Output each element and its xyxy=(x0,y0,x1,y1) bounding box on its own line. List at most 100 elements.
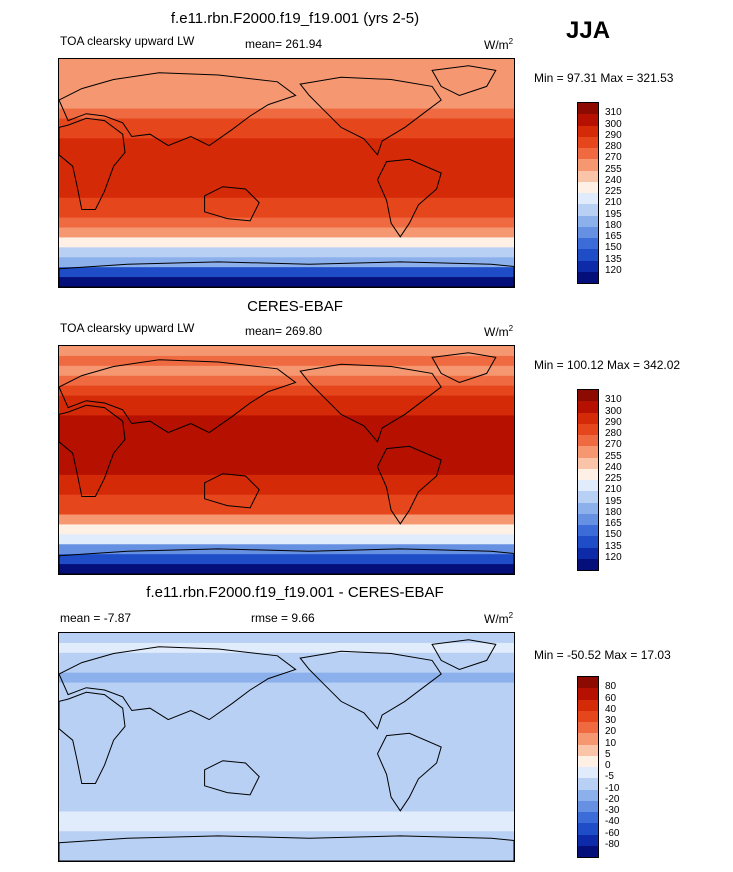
coastline xyxy=(376,732,442,812)
colorbar-cell xyxy=(578,148,598,160)
latitude-band xyxy=(59,771,514,783)
colorbar xyxy=(577,676,599,858)
coastline xyxy=(59,261,514,287)
latitude-band xyxy=(59,682,514,693)
latitude-band xyxy=(59,138,514,149)
units-base: W/m xyxy=(484,38,509,52)
latitude-band xyxy=(59,59,514,70)
variable-label: TOA clearsky upward LW xyxy=(60,34,195,48)
colorbar xyxy=(577,102,599,284)
colorbar-tick-label: 280 xyxy=(605,141,622,152)
colorbar-cell xyxy=(578,136,598,148)
latitude-band xyxy=(59,851,514,861)
colorbar-cell xyxy=(578,390,598,402)
latitude-band xyxy=(59,445,514,456)
latitude-band xyxy=(59,791,514,803)
coastline xyxy=(204,473,260,509)
units-label: W/m2 xyxy=(484,37,513,52)
latitude-band xyxy=(59,68,514,80)
colorbar-tick-label: 310 xyxy=(605,394,622,406)
latitude-band xyxy=(59,237,514,248)
colorbar-cell xyxy=(578,778,598,790)
latitude-band xyxy=(59,801,514,812)
colorbar-tick-label: 255 xyxy=(605,163,622,175)
colorbar-tick-label: 210 xyxy=(605,484,622,496)
units-base: W/m xyxy=(484,612,509,626)
latitude-band xyxy=(59,88,514,100)
colorbar-tick-label: -10 xyxy=(605,782,620,794)
latitude-band xyxy=(59,633,514,644)
latitude-band xyxy=(59,742,514,753)
colorbar-tick-label: 135 xyxy=(605,540,622,552)
map-svg xyxy=(59,633,514,861)
latitude-band xyxy=(59,672,514,684)
coastline xyxy=(59,548,514,574)
colorbar-cell xyxy=(578,834,598,846)
colorbar-cell xyxy=(578,193,598,205)
latitude-band xyxy=(59,464,514,476)
colorbar-tick-label: 300 xyxy=(605,118,622,130)
colorbar-cell xyxy=(578,823,598,835)
latitude-band xyxy=(59,148,514,159)
colorbar-tick-label: -5 xyxy=(605,771,614,783)
colorbar-cell xyxy=(578,502,598,514)
colorbar-cell xyxy=(578,446,598,458)
rmse-label: rmse = 9.66 xyxy=(251,611,315,625)
latitude-band xyxy=(59,187,514,199)
latitude-band xyxy=(59,831,514,842)
coastline xyxy=(59,117,126,210)
colorbar-cell xyxy=(578,525,598,537)
units-base: W/m xyxy=(484,325,509,339)
colorbar-cell xyxy=(578,755,598,767)
colorbar-cell xyxy=(578,215,598,227)
latitude-band xyxy=(59,544,514,555)
units-exponent: 2 xyxy=(508,37,514,46)
colorbar-cell xyxy=(578,789,598,801)
map-plot xyxy=(58,345,515,575)
latitude-band xyxy=(59,474,514,486)
latitude-band xyxy=(59,405,514,416)
coastline xyxy=(59,691,126,784)
latitude-band xyxy=(59,257,514,268)
latitude-band xyxy=(59,524,514,535)
colorbar-cell xyxy=(578,491,598,503)
coastline xyxy=(59,404,126,497)
latitude-band xyxy=(59,781,514,793)
colorbar-tick-label: 150 xyxy=(605,529,622,541)
latitude-band xyxy=(59,751,514,763)
colorbar-tick-label: 255 xyxy=(605,450,622,462)
season-label: JJA xyxy=(566,17,611,44)
colorbar-cell xyxy=(578,688,598,700)
colorbar-tick-label: 210 xyxy=(605,197,622,209)
colorbar-cell xyxy=(578,812,598,824)
colorbar-cell xyxy=(578,435,598,447)
latitude-band xyxy=(59,455,514,466)
latitude-band xyxy=(59,712,514,723)
units-exponent: 2 xyxy=(508,324,514,333)
latitude-band xyxy=(59,207,514,219)
colorbar-cell xyxy=(578,845,598,857)
colorbar-cell xyxy=(578,547,598,559)
latitude-band xyxy=(59,375,514,387)
colorbar-cell xyxy=(578,204,598,216)
latitude-band xyxy=(59,227,514,238)
colorbar-cell xyxy=(578,733,598,745)
colorbar-tick-label: 225 xyxy=(605,186,622,197)
coastline xyxy=(431,639,497,671)
panel-title: f.e11.rbn.F2000.f19_f19.001 (yrs 2-5) xyxy=(170,10,420,27)
latitude-band xyxy=(59,128,514,139)
latitude-band xyxy=(59,415,514,426)
colorbar-tick-label: 290 xyxy=(605,129,622,141)
latitude-band xyxy=(59,514,514,525)
latitude-band xyxy=(59,564,514,574)
colorbar-cell xyxy=(578,412,598,424)
colorbar xyxy=(577,389,599,571)
colorbar-tick-label: 300 xyxy=(605,405,622,417)
colorbar-cell xyxy=(578,722,598,734)
coastline xyxy=(59,359,297,434)
colorbar-cell xyxy=(578,558,598,570)
latitude-band xyxy=(59,98,514,110)
map-plot xyxy=(58,632,515,862)
colorbar-cell xyxy=(578,170,598,182)
latitude-band xyxy=(59,504,514,516)
